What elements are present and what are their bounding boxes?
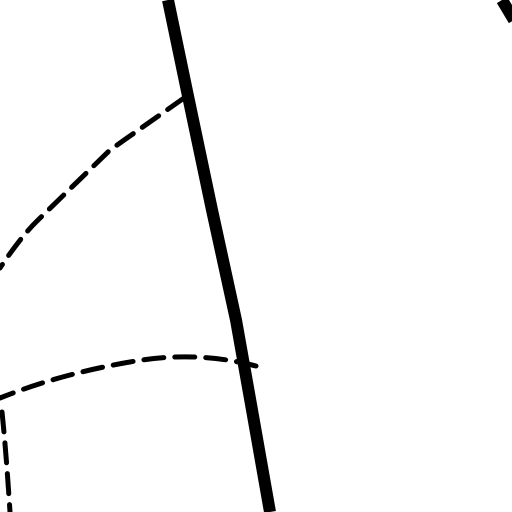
dashed-path-middle (0, 354, 259, 401)
solid-road-main (162, 0, 276, 512)
dashed-path-upper (0, 95, 187, 271)
dashed-path-left (0, 409, 13, 512)
solid-road-corner (496, 0, 512, 24)
